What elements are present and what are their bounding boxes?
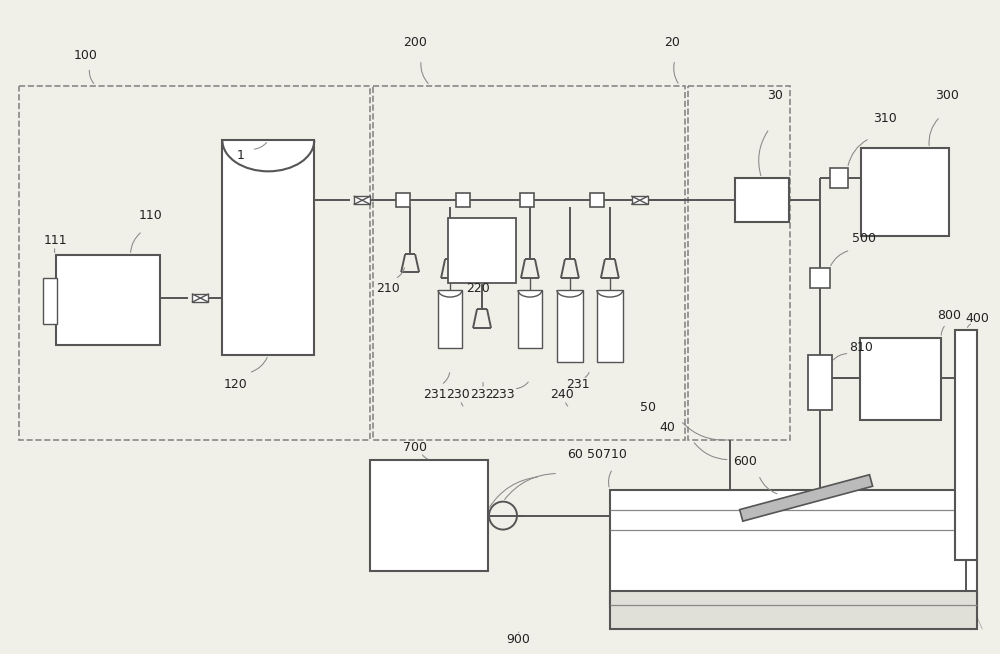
Text: 500: 500 xyxy=(852,232,876,245)
Bar xyxy=(610,591,977,629)
Bar xyxy=(688,86,790,439)
Bar xyxy=(370,460,488,572)
Bar xyxy=(557,290,583,362)
Bar xyxy=(632,196,648,204)
Text: 210: 210 xyxy=(376,282,400,294)
Bar xyxy=(518,290,542,348)
Bar xyxy=(861,148,949,236)
Text: 230: 230 xyxy=(446,388,470,402)
Bar xyxy=(396,194,410,207)
Text: 111: 111 xyxy=(44,233,67,247)
Bar xyxy=(808,355,832,410)
Text: 600: 600 xyxy=(733,455,757,468)
Bar xyxy=(590,194,604,207)
Text: 231: 231 xyxy=(566,379,590,391)
Text: 710: 710 xyxy=(603,448,627,461)
Bar xyxy=(222,141,314,355)
Text: 232: 232 xyxy=(470,388,494,402)
Text: 231: 231 xyxy=(423,388,447,402)
Bar xyxy=(192,294,208,302)
Text: 900: 900 xyxy=(506,633,530,646)
Text: 50: 50 xyxy=(640,402,656,415)
Bar xyxy=(354,196,370,204)
Text: 100: 100 xyxy=(74,49,98,62)
Bar xyxy=(610,490,977,608)
Text: 310: 310 xyxy=(873,112,896,125)
Bar xyxy=(19,86,370,439)
Bar xyxy=(456,194,470,207)
Text: 240: 240 xyxy=(550,388,574,402)
Bar xyxy=(955,330,977,560)
Bar xyxy=(830,168,848,188)
Text: 20: 20 xyxy=(664,36,680,49)
Text: 200: 200 xyxy=(403,36,427,49)
Text: 40: 40 xyxy=(660,421,676,434)
Bar xyxy=(810,268,830,288)
Text: 1: 1 xyxy=(236,149,244,162)
Text: 700: 700 xyxy=(403,441,427,455)
Bar xyxy=(860,338,941,420)
Bar xyxy=(373,86,685,439)
Polygon shape xyxy=(740,475,873,521)
Text: 810: 810 xyxy=(850,341,873,354)
Text: 220: 220 xyxy=(466,282,490,294)
Bar xyxy=(735,179,789,222)
Text: 120: 120 xyxy=(223,379,247,391)
Text: 300: 300 xyxy=(935,89,959,102)
Text: 110: 110 xyxy=(139,209,162,222)
Bar xyxy=(56,255,160,345)
Bar xyxy=(43,278,57,324)
Text: 30: 30 xyxy=(767,89,783,102)
Bar xyxy=(438,290,462,348)
Text: 50: 50 xyxy=(587,448,603,461)
Text: 60: 60 xyxy=(567,448,583,461)
Text: 800: 800 xyxy=(937,309,961,322)
Text: 233: 233 xyxy=(491,388,515,402)
Bar xyxy=(520,194,534,207)
Text: 400: 400 xyxy=(965,311,989,324)
Bar xyxy=(448,218,516,283)
Bar xyxy=(597,290,623,362)
